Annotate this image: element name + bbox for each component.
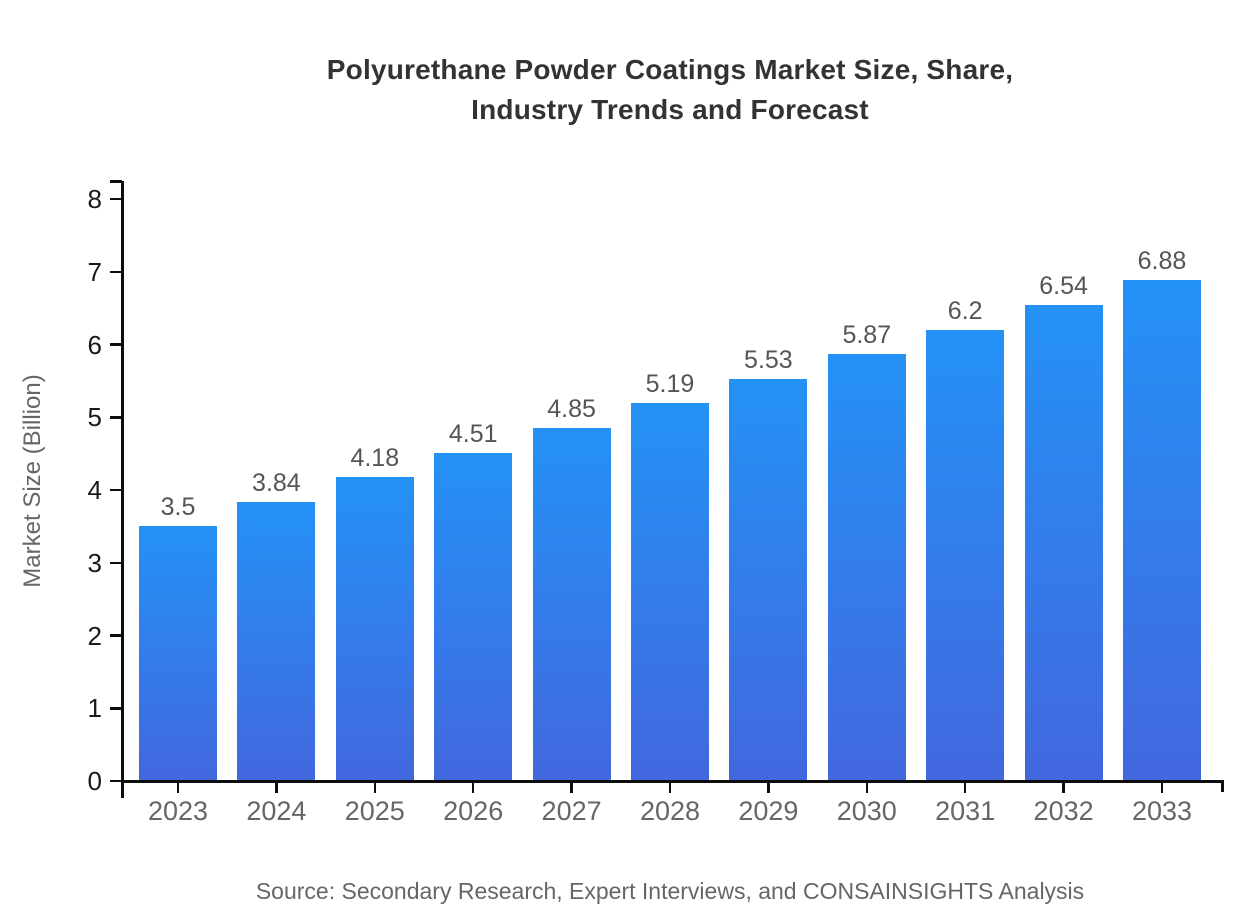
y-tick — [110, 634, 122, 637]
x-tick — [1062, 781, 1065, 793]
y-tick-label: 3 — [87, 547, 102, 578]
x-tick — [963, 781, 967, 793]
x-axis-right-cap — [1220, 781, 1224, 792]
x-tick-label: 2028 — [639, 796, 701, 826]
bar-2032 — [1024, 305, 1103, 781]
bar-value-label: 6.54 — [1039, 272, 1088, 301]
bar-2024 — [237, 501, 316, 781]
x-axis-line — [120, 779, 1224, 783]
x-tick — [176, 781, 180, 793]
x-tick — [570, 781, 573, 793]
bar-value-label: 5.19 — [645, 370, 695, 399]
y-tick-label: 2 — [87, 620, 102, 651]
y-tick-label: 4 — [87, 475, 102, 505]
x-tick — [373, 781, 377, 793]
x-tick — [865, 781, 869, 793]
y-tick — [110, 197, 122, 201]
x-tick-label: 2032 — [1033, 796, 1094, 826]
bar-value-label: 3.84 — [252, 468, 301, 497]
bar-value-label: 6.88 — [1137, 247, 1187, 276]
bar-2027 — [532, 428, 611, 781]
source-caption: Source: Secondary Research, Expert Inter… — [255, 878, 1085, 904]
chart-title-line1: Polyurethane Powder Coatings Market Size… — [326, 54, 1014, 85]
y-axis-line — [120, 181, 124, 798]
chart-title-line2: Industry Trends and Forecast — [471, 94, 869, 125]
bar-value-label: 4.85 — [547, 395, 596, 424]
x-tick — [275, 781, 278, 793]
y-tick — [110, 416, 122, 419]
y-axis-top-cap — [110, 180, 122, 183]
bar-value-label: 4.18 — [350, 443, 400, 472]
y-tick — [110, 779, 122, 783]
x-tick-label: 2029 — [738, 796, 799, 826]
bar-2033 — [1123, 280, 1201, 781]
bar-value-label: 4.51 — [448, 419, 498, 448]
x-tick-label: 2026 — [443, 796, 504, 826]
bar-2031 — [926, 329, 1005, 781]
x-tick-label: 2023 — [147, 796, 209, 826]
x-tick-label: 2030 — [836, 796, 897, 826]
x-tick-label: 2031 — [935, 796, 996, 826]
bar-value-label: 5.87 — [842, 320, 892, 349]
y-tick-label: 6 — [87, 329, 102, 360]
y-tick-label: 1 — [87, 693, 102, 724]
y-tick-label: 7 — [87, 256, 102, 287]
y-tick — [110, 343, 122, 346]
x-tick-label: 2024 — [246, 796, 307, 826]
bar-2023 — [139, 526, 217, 781]
x-tick — [471, 781, 475, 793]
bar-2028 — [631, 403, 709, 781]
y-tick — [110, 488, 122, 492]
y-tick — [110, 561, 122, 564]
x-tick — [767, 781, 770, 793]
x-tick — [1160, 781, 1164, 793]
bar-value-label: 5.53 — [744, 345, 793, 374]
x-tick-label: 2025 — [344, 796, 405, 826]
y-tick-label: 8 — [87, 184, 102, 214]
chart-title: Polyurethane Powder Coatings Market Size… — [80, 50, 1260, 130]
x-tick-label: 2027 — [541, 796, 602, 826]
x-tick — [668, 781, 672, 793]
bar-value-label: 3.5 — [160, 493, 196, 522]
bar-2026 — [434, 452, 513, 781]
y-tick-label: 5 — [87, 402, 102, 433]
bar-2025 — [335, 476, 414, 781]
x-tick-label: 2033 — [1131, 796, 1193, 826]
y-tick-label: 0 — [87, 766, 102, 796]
y-tick — [110, 270, 122, 273]
bar-2030 — [827, 353, 906, 781]
bar-value-label: 6.2 — [947, 296, 983, 325]
bar-2029 — [729, 378, 808, 781]
y-tick — [110, 707, 122, 710]
